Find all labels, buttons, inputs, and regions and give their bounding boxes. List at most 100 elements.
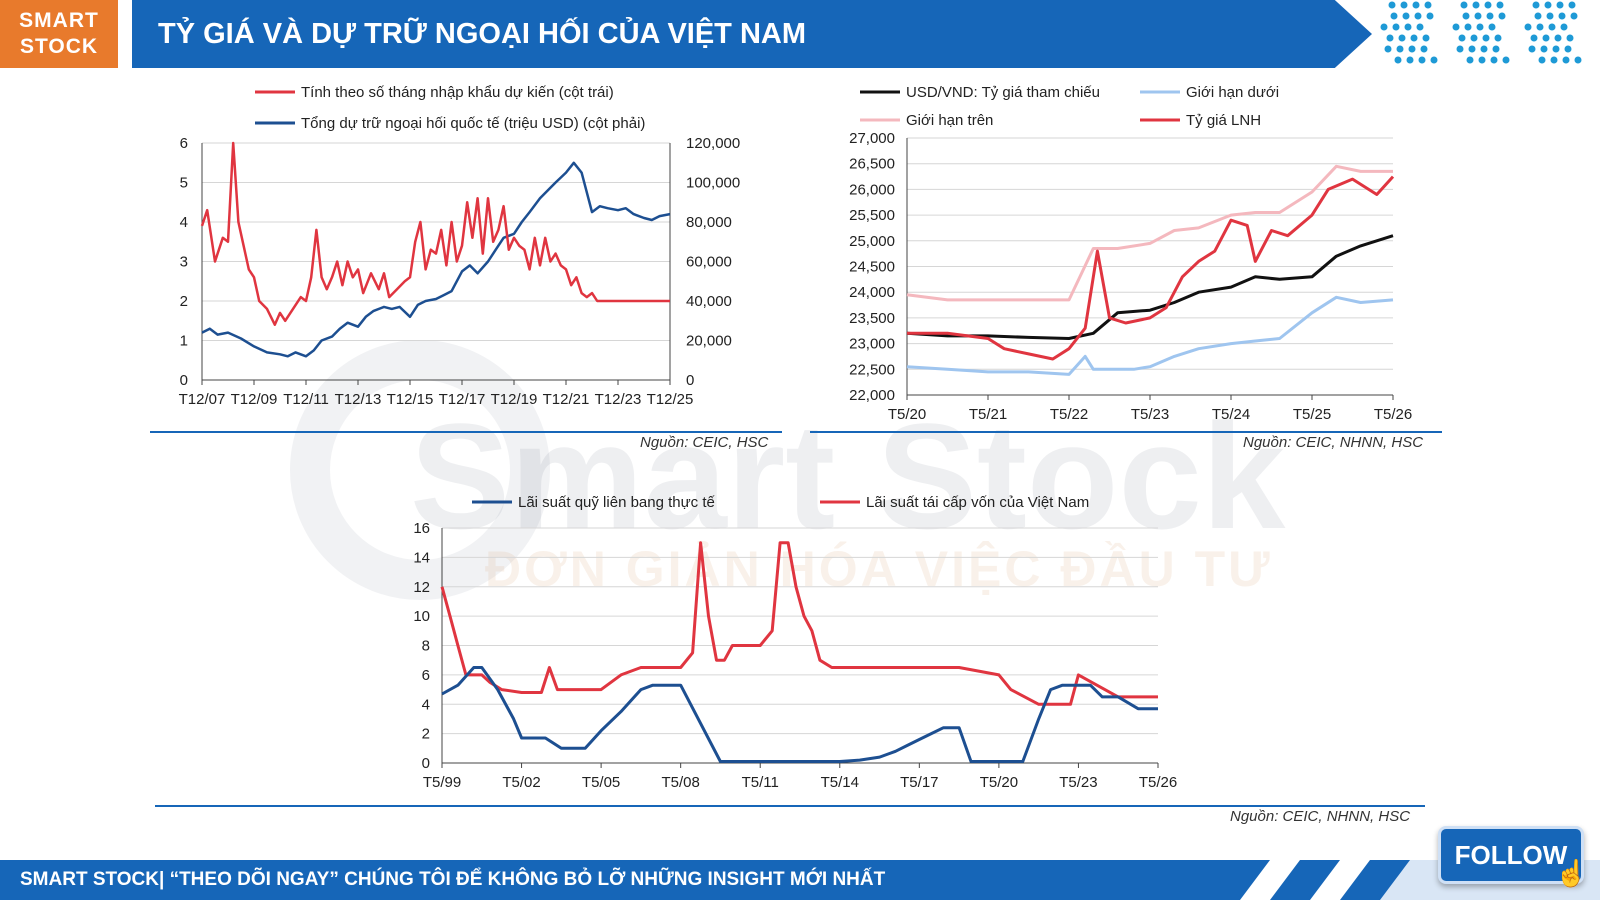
dot <box>1456 45 1464 53</box>
dot <box>1544 1 1552 9</box>
x-tick-label: T5/23 <box>1131 406 1169 423</box>
dot <box>1568 1 1576 9</box>
dot <box>1400 1 1408 9</box>
dot <box>1484 1 1492 9</box>
x-tick-label: T12/15 <box>387 391 434 408</box>
dot <box>1426 12 1434 20</box>
y-tick-left: 1 <box>180 333 188 350</box>
dot <box>1380 23 1388 31</box>
dot <box>1496 1 1504 9</box>
x-tick-label: T12/17 <box>439 391 486 408</box>
dot <box>1472 1 1480 9</box>
series-upper-limit-line <box>906 164 1393 302</box>
follow-button[interactable]: FOLLOW <box>1438 826 1584 884</box>
chart3-source: Nguồn: CEIC, NHNN, HSC <box>1230 808 1411 825</box>
y-tick-right: 100,000 <box>686 175 740 192</box>
dot <box>1498 12 1506 20</box>
dot <box>1466 56 1474 64</box>
dot <box>1396 45 1404 53</box>
x-tick-label: T12/09 <box>231 391 278 408</box>
legend-label: Giới hạn dưới <box>1186 84 1279 101</box>
y-tick-right: 80,000 <box>686 214 732 231</box>
dot <box>1424 1 1432 9</box>
dot <box>1542 34 1550 42</box>
dot <box>1464 23 1472 31</box>
x-tick-label: T5/22 <box>1050 406 1088 423</box>
series-vn-refinance-rate-line <box>440 541 1158 706</box>
legend-label: Lãi suất tái cấp vốn của Việt Nam <box>866 494 1089 511</box>
legend-label: Giới hạn trên <box>906 112 993 129</box>
dot <box>1410 34 1418 42</box>
y-tick-left: 5 <box>180 175 188 192</box>
legend-label: Lãi suất quỹ liên bang thực tế <box>518 494 715 511</box>
y-tick: 22,000 <box>849 387 895 404</box>
y-tick: 0 <box>422 755 430 772</box>
dot <box>1564 45 1572 53</box>
y-tick: 14 <box>413 549 430 566</box>
dot <box>1414 12 1422 20</box>
series-reference-rate-line <box>906 234 1394 340</box>
dot <box>1556 1 1564 9</box>
x-tick-label: T5/14 <box>821 774 859 791</box>
dot <box>1478 56 1486 64</box>
x-tick-label: T5/23 <box>1059 774 1097 791</box>
y-tick: 2 <box>422 726 430 743</box>
reserves-chart: Tính theo số tháng nhập khẩu dự kiến (cộ… <box>150 78 780 418</box>
dot <box>1560 23 1568 31</box>
y-tick: 26,000 <box>849 181 895 198</box>
x-tick-label: T5/21 <box>969 406 1007 423</box>
y-tick: 24,000 <box>849 284 895 301</box>
y-tick-left: 0 <box>180 372 188 389</box>
dot <box>1554 34 1562 42</box>
dot <box>1552 45 1560 53</box>
y-tick-right: 40,000 <box>686 293 732 310</box>
x-tick-label: T5/20 <box>980 774 1018 791</box>
y-tick-left: 4 <box>180 214 188 231</box>
dot <box>1534 12 1542 20</box>
series-months-import-line <box>200 141 670 326</box>
x-tick-label: T5/05 <box>582 774 620 791</box>
dot <box>1388 1 1396 9</box>
y-tick: 6 <box>422 667 430 684</box>
dot <box>1474 12 1482 20</box>
y-tick: 25,500 <box>849 207 895 224</box>
dot <box>1390 12 1398 20</box>
dot <box>1418 56 1426 64</box>
dot <box>1470 34 1478 42</box>
chart1-source: Nguồn: CEIC, HSC <box>640 434 769 451</box>
x-tick-label: T12/07 <box>179 391 226 408</box>
page-title: TỶ GIÁ VÀ DỰ TRỮ NGOẠI HỐI CỦA VIỆT NAM <box>158 18 806 50</box>
dot <box>1458 34 1466 42</box>
title-banner <box>132 0 1372 68</box>
legend-label: USD/VND: Tỷ giá tham chiếu <box>906 84 1100 101</box>
series-lower-limit-line <box>906 295 1394 376</box>
x-tick-label: T5/08 <box>661 774 699 791</box>
dot <box>1492 45 1500 53</box>
y-tick-right: 0 <box>686 372 694 389</box>
x-tick-label: T12/11 <box>283 391 329 408</box>
y-tick: 25,000 <box>849 233 895 250</box>
y-tick-left: 2 <box>180 293 188 310</box>
x-tick-label: T5/99 <box>423 774 461 791</box>
chart1-divider <box>150 431 782 433</box>
dot <box>1548 23 1556 31</box>
dot <box>1392 23 1400 31</box>
interest-rate-chart-svg: Lãi suất quỹ liên bang thực tế Lãi suất t… <box>413 494 1177 791</box>
series-fed-funds-rate-line <box>441 666 1158 763</box>
x-tick-label: T12/23 <box>595 391 642 408</box>
interest-rate-chart: Lãi suất quỹ liên bang thực tế Lãi suất t… <box>400 486 1220 796</box>
exchange-rate-chart-svg: USD/VND: Tỷ giá tham chiếu Giới hạn dưới G… <box>849 84 1412 423</box>
x-tick-label: T12/25 <box>647 391 694 408</box>
y-tick-left: 3 <box>180 254 188 271</box>
y-tick-right: 60,000 <box>686 254 732 271</box>
dot <box>1452 23 1460 31</box>
chart2-divider <box>810 431 1442 433</box>
dot <box>1416 23 1424 31</box>
dot <box>1530 34 1538 42</box>
y-tick: 22,500 <box>849 361 895 378</box>
dot <box>1422 34 1430 42</box>
hand-cursor-icon: ☝ <box>1555 858 1588 888</box>
dot <box>1562 56 1570 64</box>
dot <box>1460 1 1468 9</box>
y-tick: 24,500 <box>849 259 895 276</box>
